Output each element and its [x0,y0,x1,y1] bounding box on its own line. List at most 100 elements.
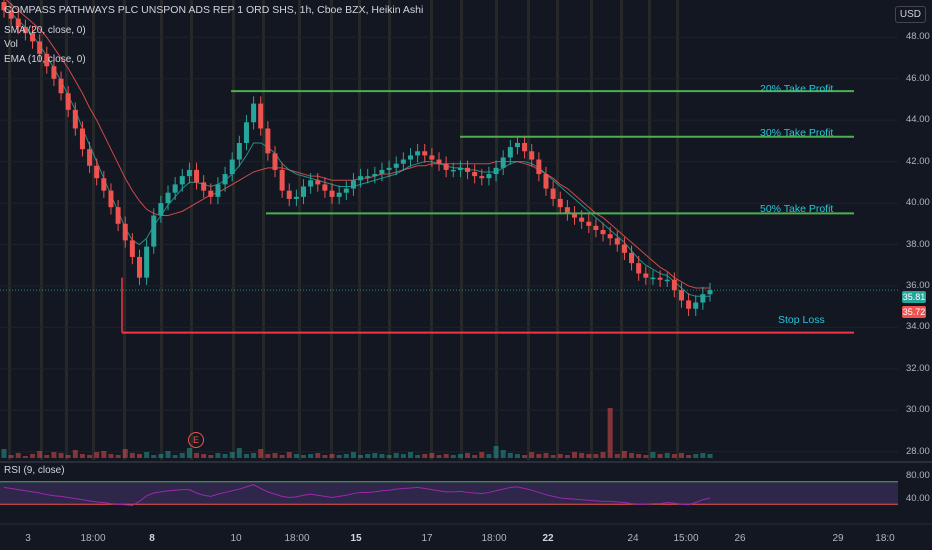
volume-bar [258,449,264,458]
session-band [527,0,530,460]
volume-bar [87,455,93,458]
candle-body [172,184,178,193]
candle-body [572,213,578,218]
volume-bar [479,452,485,458]
volume-bar [286,452,292,458]
candle-body [664,279,670,282]
rsi-tick-label: 40.00 [906,492,930,504]
candle-body [251,103,257,123]
volume-bar [643,455,649,458]
volume-bar [65,455,71,458]
candle-body [579,217,585,222]
volume-bar [315,453,321,458]
candle-body [643,273,649,278]
volume-bar [629,453,635,458]
time-tick-label: 10 [230,533,242,544]
volume-bar [151,455,157,458]
candle-body [621,244,627,253]
candle-body [650,277,656,280]
volume-bar [94,452,100,458]
volume-bar [650,452,656,458]
volume-legend[interactable]: Vol [4,39,18,50]
price-tick-label: 28.00 [906,445,930,457]
time-tick-label: 18:0 [875,533,895,544]
candle-body [108,190,114,208]
candle-body [365,176,371,178]
volume-bar [215,453,221,458]
volume-bar [122,449,128,458]
volume-bar [222,454,228,458]
volume-bar [30,454,36,458]
sma-legend[interactable]: SMA (20, close, 0) [4,25,86,36]
volume-bar [172,455,178,458]
candle-body [22,26,28,34]
candle-body [343,188,349,193]
candle-body [129,240,135,257]
candle-body [144,246,150,278]
candle-body [30,33,36,42]
time-tick-label: 17 [421,533,433,544]
volume-bar [265,454,271,458]
candle-body [479,176,485,179]
volume-bar [450,455,456,458]
candle-body [436,159,442,164]
volume-bar [58,453,64,458]
candle-body [557,198,563,208]
candle-body [194,169,200,183]
volume-bar [243,454,249,458]
candle-body [15,18,21,27]
candle-body [586,221,592,226]
volume-bar [301,455,307,458]
candle-body [386,167,392,170]
take-profit-50-label: 50% Take Profit [760,203,834,215]
candle-body [593,225,599,230]
time-tick-label: 8 [149,533,155,544]
volume-bar [329,454,335,458]
session-band [40,0,43,460]
candle-body [308,180,314,187]
time-tick-label: 3 [25,533,31,544]
candle-body [279,169,285,191]
rsi-band [0,481,898,505]
candle-body [272,153,278,170]
candle-body [529,151,535,160]
volume-bar [686,455,692,458]
volume-bar [101,451,107,458]
candle-body [700,294,706,303]
volume-bar [165,451,171,458]
volume-bar [457,454,463,458]
candle-body [236,142,242,160]
volume-bar [671,454,677,458]
time-tick-label: 22 [542,533,554,544]
candle-body [415,151,421,156]
session-band [648,0,651,460]
candle-body [522,142,528,152]
currency-button[interactable]: USD [894,6,926,23]
rsi-legend[interactable]: RSI (9, close) [4,465,65,476]
ema-legend[interactable]: EMA (10, close, 0) [4,54,86,65]
ema-line [3,5,710,297]
candle-body [465,167,471,172]
candle-body [115,207,121,224]
price-tick-label: 30.00 [906,404,930,416]
candle-body [229,159,235,175]
candle-body [350,180,356,189]
session-band [358,0,361,460]
volume-bar [108,454,114,458]
volume-bar [144,452,150,458]
candle-body [486,174,492,179]
candle-body [79,128,85,150]
candle-body [136,256,142,278]
candle-body [493,167,499,175]
candle-body [358,176,364,181]
volume-bar [322,455,328,458]
volume-bar [8,455,14,458]
volume-bar [586,454,592,458]
volume-bar [115,455,121,458]
volume-bar [707,454,713,458]
volume-bar [229,452,235,458]
volume-bar [579,453,585,458]
volume-bar [336,455,342,458]
earnings-marker[interactable]: E [188,432,204,448]
